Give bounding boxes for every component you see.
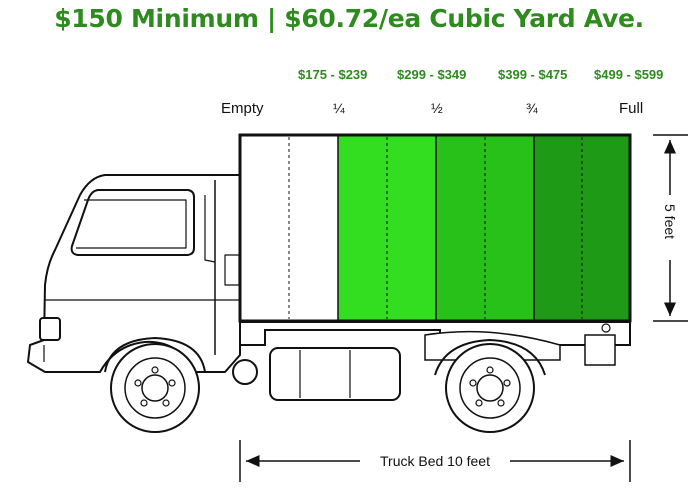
height-label: 5 feet — [662, 204, 678, 239]
truck-cab — [27, 174, 241, 373]
cargo-box — [238, 133, 632, 323]
price-range-full: $499 - $599 — [594, 67, 664, 82]
price-range-quarter: $175 - $239 — [298, 67, 368, 82]
cargo-box-outline — [238, 133, 632, 323]
rear-wheel — [434, 338, 546, 433]
pricing-headline: $150 Minimum | $60.72/ea Cubic Yard Ave. — [54, 4, 644, 33]
length-label: Truck Bed 10 feet — [380, 453, 490, 469]
fill-label-full: Full — [619, 100, 644, 117]
fill-label-empty: Empty — [221, 100, 264, 117]
price-range-half: $299 - $349 — [397, 67, 467, 82]
truck-chassis — [232, 321, 631, 401]
front-wheel — [104, 336, 206, 433]
price-range-three-quarter: $399 - $475 — [498, 67, 568, 82]
fill-label-three-quarter: ¾ — [526, 100, 538, 116]
fill-label-quarter: ¼ — [333, 100, 345, 116]
length-dimension — [239, 440, 631, 482]
height-dimension — [653, 134, 688, 322]
fill-label-half: ½ — [431, 100, 443, 116]
